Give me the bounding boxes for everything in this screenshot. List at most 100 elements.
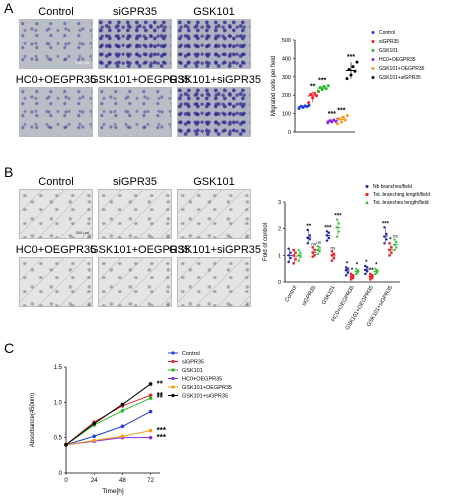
data-point	[308, 234, 311, 237]
x-tick-label: siGPR35	[301, 285, 317, 307]
data-point	[344, 266, 348, 269]
data-point	[354, 267, 358, 270]
data-point	[92, 438, 96, 443]
data-point	[299, 255, 302, 258]
data-point	[287, 260, 290, 264]
y-tick-label: 0	[278, 280, 281, 286]
y-tick-label: 300	[282, 75, 291, 81]
panel-label-b: B	[4, 164, 14, 180]
data-point	[351, 274, 355, 277]
legend-label: HC0+OEGPR35	[182, 377, 222, 383]
legend-label: GSK101+OEGPR35	[379, 66, 425, 72]
data-point	[120, 434, 125, 439]
data-point	[385, 232, 388, 236]
significance-label: *	[346, 261, 349, 267]
scale-bar-label: 100 μm	[75, 60, 89, 65]
data-point	[148, 435, 153, 440]
data-point	[390, 251, 393, 254]
data-point	[148, 396, 153, 400]
legend-label: GSK101+OEGPR35	[182, 385, 232, 391]
data-point	[64, 442, 68, 447]
data-point	[337, 229, 341, 233]
panel-a-micrograph	[19, 87, 93, 137]
legend-label: GSK101+siGPR35	[379, 75, 421, 81]
data-point	[364, 272, 367, 276]
data-point	[393, 248, 396, 251]
data-point	[313, 91, 317, 95]
data-point	[292, 262, 295, 265]
data-point	[354, 272, 358, 275]
legend-marker	[371, 31, 375, 34]
significance-label: ***	[337, 107, 345, 114]
data-point	[120, 424, 125, 429]
legend-marker	[371, 67, 375, 70]
panel-a-caption: siGPR35	[112, 6, 158, 18]
data-point	[316, 244, 320, 247]
panel-b-caption: siGPR35	[112, 176, 158, 188]
data-point	[366, 270, 369, 273]
panel-a-caption: GSK101+siGPR35	[169, 74, 262, 86]
significance-label: **	[157, 391, 164, 400]
data-point	[332, 256, 336, 260]
data-point	[330, 254, 334, 257]
significance-label: ns	[316, 240, 322, 245]
panel-b-caption: Control	[38, 176, 74, 188]
data-point	[345, 113, 349, 117]
data-point	[327, 231, 331, 234]
panel-a-micrograph	[177, 87, 251, 137]
y-tick-label: 0	[288, 130, 291, 136]
legend-label: siGPR35	[182, 360, 204, 366]
significance-label: *	[365, 260, 368, 266]
y-tick-label: 200	[282, 93, 291, 99]
legend-marker	[171, 385, 175, 389]
data-point	[148, 409, 153, 414]
significance-label: **	[369, 268, 374, 274]
legend-label: HC0+OEGPR35	[379, 57, 416, 63]
significance-label: **	[157, 394, 164, 403]
panel-a-micrograph: 100 μm	[19, 19, 93, 69]
data-point	[356, 271, 360, 274]
legend-marker	[371, 76, 375, 79]
data-point	[346, 267, 350, 270]
legend-marker	[171, 368, 175, 372]
data-point	[307, 101, 311, 105]
data-point	[349, 278, 353, 281]
panel-a-micrograph	[177, 19, 251, 69]
y-tick-label: 2	[278, 227, 281, 233]
data-point	[385, 238, 388, 241]
significance-label: *	[351, 268, 354, 274]
data-point	[92, 421, 96, 426]
legend-marker	[365, 193, 369, 196]
legend-label: Nb branches/field	[373, 184, 412, 190]
legend-marker	[371, 58, 375, 61]
y-tick-label: 500	[282, 38, 291, 44]
data-point	[393, 237, 396, 241]
y-tick-label: 1	[278, 253, 281, 259]
panel-b-micrograph	[177, 257, 251, 307]
data-point	[388, 254, 391, 257]
data-point	[297, 106, 301, 110]
significance-label: *	[375, 263, 378, 269]
x-tick-label: Control	[284, 285, 298, 303]
data-point	[294, 251, 297, 254]
data-point	[325, 230, 329, 233]
x-tick-label: 48	[119, 478, 126, 484]
y-tick-label: 3	[278, 200, 281, 206]
data-point	[120, 409, 125, 413]
cck8-growth-chart: 0 0.5 1.0 1.5 0 24 48 72 Time[h] Absorbance(450nm…	[30, 351, 232, 495]
data-point	[308, 238, 311, 241]
legend-label: Tot. branches length/field	[373, 200, 429, 206]
panel-label-c: C	[4, 340, 15, 356]
data-point	[383, 226, 386, 229]
panel-a-caption: GSK101+OEGPR35	[90, 74, 190, 86]
panel-b-caption: GSK101+siGPR35	[169, 244, 262, 256]
legend-label: GSK101+siGPR35	[182, 394, 228, 400]
panel-b-caption: GSK101	[193, 176, 235, 188]
legend-marker	[365, 185, 369, 188]
y-axis-label: Fold of control	[263, 223, 269, 261]
data-point	[373, 272, 377, 275]
significance-label: *	[389, 237, 392, 243]
scale-bar-label: 200 μm	[75, 230, 89, 235]
data-point	[120, 402, 125, 407]
data-point	[316, 252, 320, 255]
